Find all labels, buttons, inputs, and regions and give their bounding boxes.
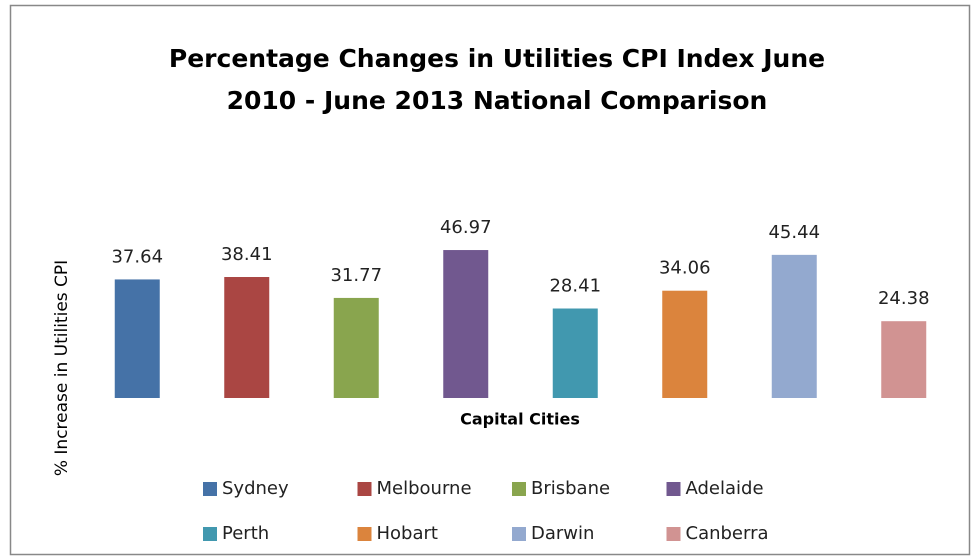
bar [443, 250, 489, 398]
chart-title: Percentage Changes in Utilities CPI Inde… [169, 44, 825, 73]
data-label: 46.97 [440, 217, 492, 238]
legend-label: Melbourne [377, 478, 472, 499]
data-label: 31.77 [330, 265, 382, 286]
legend-label: Canberra [686, 523, 769, 544]
bar [881, 321, 927, 398]
bar [771, 254, 817, 398]
legend-label: Hobart [377, 523, 438, 544]
data-label: 38.41 [221, 244, 273, 265]
legend-swatch [666, 527, 681, 541]
legend-swatch [666, 482, 681, 496]
legend-swatch [512, 527, 526, 541]
bar [114, 279, 160, 398]
chart-title: 2010 - June 2013 National Comparison [227, 86, 768, 115]
y-axis-title: % Increase in Utilities CPI [52, 260, 72, 476]
legend-label: Sydney [222, 478, 289, 499]
legend-swatch [357, 482, 372, 496]
data-label: 34.06 [659, 258, 711, 279]
legend-swatch [203, 482, 217, 496]
legend-label: Perth [222, 523, 269, 544]
legend-swatch [203, 527, 217, 541]
legend-label: Darwin [531, 523, 594, 544]
bar [552, 308, 598, 398]
data-label: 24.38 [878, 288, 930, 309]
legend-label: Brisbane [531, 478, 610, 499]
legend-swatch [357, 527, 372, 541]
data-label: 28.41 [549, 276, 601, 297]
x-axis-title: Capital Cities [460, 410, 580, 429]
bar [333, 297, 379, 398]
data-label: 45.44 [768, 222, 820, 243]
bar [224, 277, 270, 398]
bar [662, 290, 708, 398]
legend-label: Adelaide [686, 478, 764, 499]
data-label: 37.64 [111, 246, 163, 267]
legend-swatch [512, 482, 526, 496]
